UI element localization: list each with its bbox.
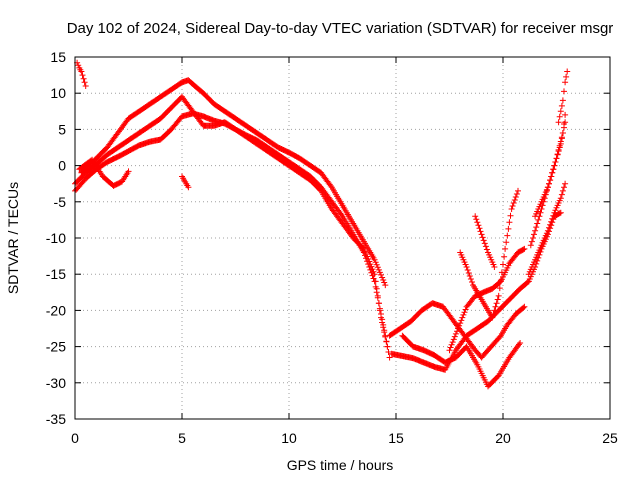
y-tick-label: 10 bbox=[50, 85, 66, 101]
y-tick-label: 15 bbox=[50, 49, 66, 65]
series-track-j bbox=[457, 187, 521, 321]
series-track-o bbox=[532, 119, 569, 220]
x-axis-label: GPS time / hours bbox=[287, 457, 394, 473]
x-tick-label: 5 bbox=[178, 430, 186, 446]
series-markers bbox=[78, 77, 389, 289]
series-markers bbox=[74, 59, 89, 89]
series-track-h bbox=[399, 332, 524, 390]
series-track-c bbox=[78, 77, 389, 289]
y-axis: 15 10 5 0 -5 -10 -15 -20 -25 -30 -35 bbox=[46, 49, 610, 427]
series-track-k bbox=[472, 213, 498, 270]
x-tick-label: 25 bbox=[602, 430, 618, 446]
series-track-e bbox=[76, 156, 132, 189]
y-tick-label: 0 bbox=[58, 158, 66, 174]
y-tick-label: -5 bbox=[54, 194, 67, 210]
series-markers bbox=[472, 213, 498, 270]
series-markers bbox=[525, 180, 569, 278]
x-tick-label: 0 bbox=[71, 430, 79, 446]
y-tick-label: -25 bbox=[46, 339, 66, 355]
series-markers bbox=[76, 156, 132, 189]
series-markers bbox=[179, 173, 192, 191]
chart-title: Day 102 of 2024, Sidereal Day-to-day VTE… bbox=[67, 20, 614, 37]
data-marks bbox=[72, 59, 571, 390]
x-tick-label: 10 bbox=[281, 430, 297, 446]
series-track-d bbox=[74, 59, 89, 89]
y-tick-label: 5 bbox=[58, 121, 66, 137]
series-track-q bbox=[179, 173, 192, 191]
y-tick-label: -20 bbox=[46, 302, 66, 318]
series-markers bbox=[457, 187, 521, 321]
x-axis: 0 5 10 15 20 25 bbox=[71, 57, 618, 446]
y-axis-label: SDTVAR / TECUs bbox=[5, 182, 21, 294]
series-markers bbox=[532, 119, 569, 220]
x-tick-label: 20 bbox=[495, 430, 511, 446]
y-tick-label: -10 bbox=[46, 230, 66, 246]
series-track-i bbox=[446, 245, 528, 354]
x-tick-label: 15 bbox=[388, 430, 404, 446]
series-markers bbox=[555, 68, 571, 126]
y-tick-label: -15 bbox=[46, 266, 66, 282]
series-track-p bbox=[555, 68, 571, 126]
series-markers bbox=[399, 332, 524, 390]
series-markers bbox=[446, 245, 528, 354]
series-track-m bbox=[525, 180, 569, 278]
y-tick-label: -30 bbox=[46, 375, 66, 391]
y-tick-label: -35 bbox=[46, 411, 66, 427]
